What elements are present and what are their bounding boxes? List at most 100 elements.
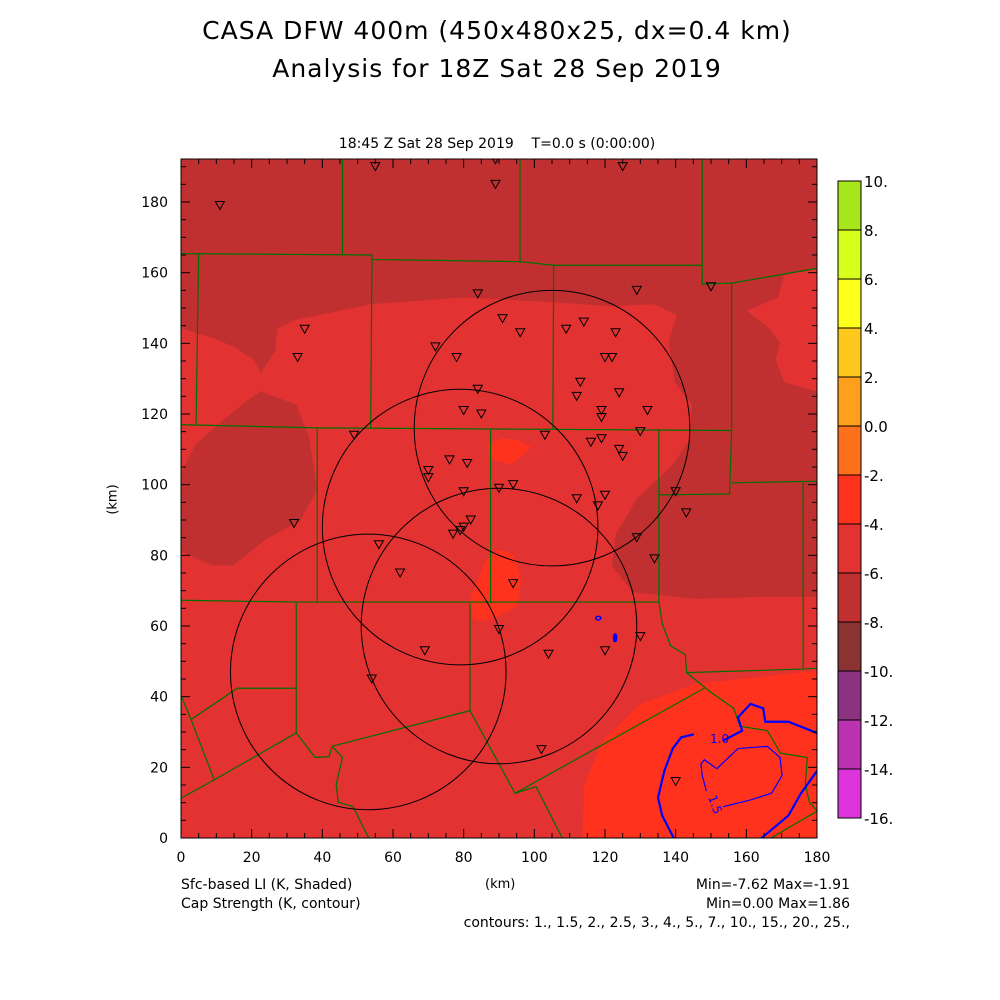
radar-ring bbox=[360, 487, 638, 765]
station-marker-icon bbox=[670, 487, 682, 497]
x-tick-label: 100 bbox=[521, 850, 548, 866]
station-marker-icon bbox=[497, 314, 508, 324]
y-tick-label: 40 bbox=[150, 690, 168, 706]
station-marker-icon bbox=[292, 352, 303, 363]
station-marker-icon bbox=[458, 487, 470, 497]
station-marker-icon bbox=[419, 646, 431, 656]
colorbar-label: 8. bbox=[864, 222, 878, 240]
y-tick-label: 100 bbox=[141, 478, 168, 494]
station-marker-icon bbox=[596, 434, 607, 444]
y-tick-label: 60 bbox=[150, 619, 168, 635]
county-boundaries bbox=[182, 160, 817, 840]
station-marker-icon bbox=[680, 508, 692, 518]
station-marker-icon bbox=[490, 179, 501, 190]
station-marker-icon bbox=[465, 515, 477, 526]
colorbar-swatch bbox=[837, 572, 862, 623]
station-marker-icon bbox=[472, 289, 484, 299]
x-tick-label: 180 bbox=[804, 850, 831, 866]
station-marker-icon bbox=[447, 529, 459, 540]
cap-contour-label-1-5: 1.5 bbox=[705, 793, 725, 816]
station-marker-icon bbox=[599, 352, 611, 363]
station-marker-icon bbox=[610, 328, 621, 338]
station-marker-icon bbox=[634, 632, 646, 642]
colorbar-swatch bbox=[837, 327, 862, 378]
contour-field-min-max: Min=0.00 Max=1.86 bbox=[705, 896, 850, 912]
colorbar-label: -6. bbox=[864, 565, 884, 583]
station-marker-icon bbox=[560, 324, 572, 335]
x-tick-label: 140 bbox=[662, 850, 689, 866]
station-marker-icon bbox=[366, 674, 378, 685]
radar-range-rings bbox=[229, 289, 691, 811]
colorbar-swatch bbox=[837, 670, 862, 721]
station-marker-icon bbox=[599, 646, 611, 656]
station-marker-icon bbox=[596, 405, 607, 416]
x-tick-label: 0 bbox=[177, 850, 186, 866]
y-tick-label: 160 bbox=[141, 266, 168, 282]
cap-contour-label-1-0: 1.0 bbox=[710, 732, 729, 746]
y-tick-label: 0 bbox=[159, 831, 168, 847]
li-region-dark-north bbox=[181, 159, 817, 599]
station-marker-icon bbox=[613, 388, 625, 398]
y-tick-label: 140 bbox=[141, 336, 168, 352]
colorbar-label: 4. bbox=[864, 320, 878, 338]
y-tick-label: 80 bbox=[150, 548, 168, 564]
station-marker-icon bbox=[288, 519, 300, 529]
contour-field-label: Cap Strength (K, contour) bbox=[181, 896, 361, 912]
y-tick-label: 120 bbox=[141, 407, 168, 423]
station-marker-icon bbox=[592, 501, 604, 511]
colorbar-label: -10. bbox=[864, 663, 893, 681]
station-marker-icon bbox=[634, 427, 646, 437]
station-marker-icon bbox=[451, 352, 462, 363]
colorbar-label: -14. bbox=[864, 761, 893, 779]
shaded-field-label: Sfc-based LI (K, Shaded) bbox=[181, 877, 353, 893]
colorbar-swatch bbox=[837, 278, 862, 329]
cap-contour-1-5 bbox=[701, 746, 782, 806]
y-axis-label: (km) bbox=[105, 484, 121, 515]
station-marker-icon bbox=[492, 159, 499, 165]
shaded-field-min-max: Min=-7.62 Max=-1.91 bbox=[695, 877, 850, 893]
station-marker-icon bbox=[642, 405, 653, 416]
valid-time: 18:45 Z Sat 28 Sep 2019 T=0.0 s (0:00:00… bbox=[338, 136, 656, 152]
colorbar-swatch bbox=[837, 425, 862, 476]
station-marker-icon bbox=[214, 201, 226, 211]
colorbar-swatch bbox=[837, 768, 862, 819]
radar-ring bbox=[229, 533, 507, 811]
colorbar-label: -8. bbox=[864, 614, 884, 632]
axis-tick-labels: 0 20 40 60 80 100 120 140 160 180 0 20 40 60 80 100 120 1… bbox=[141, 195, 830, 866]
station-marker-icon bbox=[507, 579, 519, 589]
colorbar-label: 2. bbox=[864, 369, 878, 387]
station-marker-icon bbox=[585, 437, 597, 448]
station-marker-icon bbox=[454, 526, 466, 536]
station-marker-icon bbox=[617, 451, 629, 462]
station-marker-icon bbox=[649, 554, 660, 564]
colorbar: 10. 8. 6. 4. 2. 0.0 -2. -4. -6. -8. -10. -12. -14. -1… bbox=[837, 173, 893, 828]
station-marker-icon bbox=[571, 391, 583, 402]
station-marker-icon bbox=[394, 568, 406, 579]
station-marker-icon bbox=[458, 522, 470, 533]
station-marker-icon bbox=[599, 490, 611, 501]
station-marker-icon bbox=[539, 430, 551, 441]
cap-strength-contours bbox=[596, 616, 817, 840]
station-marker-icon bbox=[596, 413, 607, 423]
station-marker-icon bbox=[578, 317, 590, 328]
plot-title: CASA DFW 400m (450x480x25, dx=0.4 km) bbox=[202, 16, 792, 45]
li-region-bright-southeast bbox=[582, 670, 817, 838]
station-marker-icon bbox=[472, 384, 484, 395]
colorbar-swatch bbox=[837, 523, 862, 574]
cap-contour-1-0-south bbox=[759, 771, 817, 840]
cap-contour-1-0-east bbox=[723, 704, 817, 741]
x-tick-label: 160 bbox=[733, 850, 760, 866]
colorbar-label: -4. bbox=[864, 516, 884, 534]
station-marker-icon bbox=[543, 649, 554, 660]
station-marker-icon bbox=[422, 466, 434, 476]
station-marker-icon bbox=[373, 540, 385, 550]
station-marker-icon bbox=[461, 458, 473, 469]
colorbar-label: 0.0 bbox=[864, 418, 888, 436]
x-axis-label: (km) bbox=[485, 877, 516, 892]
station-marker-icon bbox=[606, 352, 618, 363]
contour-levels: contours: 1., 1.5, 2., 2.5, 3., 4., 5., … bbox=[463, 915, 850, 931]
li-region-dark-west bbox=[181, 391, 318, 566]
colorbar-label: 6. bbox=[864, 271, 878, 289]
station-marker-icon bbox=[430, 342, 441, 352]
